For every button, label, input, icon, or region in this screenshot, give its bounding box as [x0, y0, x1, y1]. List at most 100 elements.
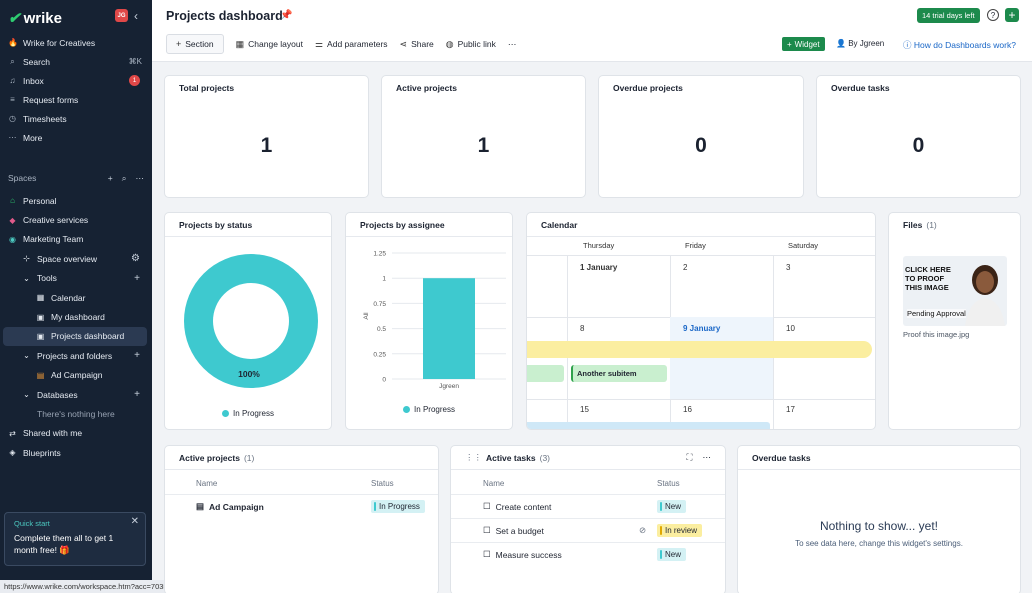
calendar-event-subitem[interactable]: Another subitem	[571, 365, 667, 382]
stat-card-active-projects[interactable]: Active projects 1	[381, 75, 586, 198]
sidebar-item-calendar[interactable]: ▦ Calendar	[0, 288, 152, 307]
active-projects-widget[interactable]: Active projects (1) Name Status ▤ Ad Cam…	[164, 445, 439, 593]
calendar-event-bar[interactable]	[527, 422, 770, 429]
add-project-icon[interactable]: +	[134, 350, 140, 362]
status-cell[interactable]: New	[657, 500, 687, 513]
calendar-date[interactable]: 15	[580, 405, 589, 414]
task-name-cell[interactable]: ☐ Set a budget	[483, 525, 544, 536]
table-row[interactable]: ☐ Set a budget ⊘ In review	[451, 518, 725, 542]
calendar-event-bar[interactable]	[527, 341, 872, 358]
sidebar-item-marketing-team[interactable]: ◉ Marketing Team	[0, 230, 152, 249]
more-options-icon[interactable]: ⋯	[507, 38, 517, 49]
legend-label: In Progress	[414, 405, 455, 414]
file-thumbnail[interactable]: CLICK HERE TO PROOF THIS IMAGE Pending A…	[903, 256, 1007, 326]
calendar-widget[interactable]: Calendar Thursday Friday Saturday 1 Janu…	[526, 212, 876, 430]
column-header-status[interactable]: Status	[657, 479, 680, 488]
table-row[interactable]: ☐ Measure success New	[451, 542, 725, 566]
status-cell[interactable]: In Progress	[371, 500, 425, 513]
create-new-button[interactable]: +	[1005, 8, 1019, 22]
owner-label[interactable]: 👤 By Jgreen	[836, 39, 884, 48]
pin-icon[interactable]: 📌	[280, 10, 293, 21]
sidebar-item-personal[interactable]: ⌂ Personal	[0, 191, 152, 210]
card-title: Projects by assignee	[360, 219, 445, 230]
column-header-name[interactable]: Name	[483, 479, 505, 488]
add-tool-icon[interactable]: +	[134, 272, 140, 284]
projects-by-assignee-widget[interactable]: Projects by assignee 1.25 1 0.75 0.5 0.25 0 Al…	[345, 212, 513, 430]
sidebar-item-ad-campaign[interactable]: ▤ Ad Campaign	[0, 366, 152, 385]
overdue-tasks-widget[interactable]: Overdue tasks Nothing to show... yet! To…	[737, 445, 1021, 593]
calendar-date[interactable]: 17	[786, 405, 795, 414]
search-spaces-icon[interactable]: ⌕	[121, 172, 127, 183]
trial-badge[interactable]: 14 trial days left	[917, 8, 980, 23]
sidebar-item-request-forms[interactable]: ≡ Request forms	[0, 90, 152, 109]
sidebar-item-more[interactable]: ⋯ More	[0, 128, 152, 147]
active-tasks-widget[interactable]: ⋮⋮ Active tasks (3) ⛶ ⋯ Name Status ☐ Cr…	[450, 445, 726, 593]
sidebar-item-space-overview[interactable]: ⊹ Space overview ⚙	[0, 249, 152, 268]
table-row[interactable]: ▤ Ad Campaign In Progress	[165, 494, 438, 518]
calendar-date[interactable]: 1 January	[580, 263, 618, 272]
avatar[interactable]: JG	[115, 9, 128, 22]
calendar-date[interactable]: 8	[580, 324, 585, 333]
sidebar-item-creative-services[interactable]: ◆ Creative services	[0, 210, 152, 229]
sidebar-item-timesheets[interactable]: ◷ Timesheets	[0, 109, 152, 128]
stat-card-overdue-projects[interactable]: Overdue projects 0	[598, 75, 804, 198]
fullscreen-icon[interactable]: ⛶	[686, 452, 693, 462]
status-cell[interactable]: New	[657, 548, 687, 561]
calendar-event-bar[interactable]	[527, 365, 564, 382]
drag-handle-icon[interactable]: ⋮⋮	[465, 452, 482, 462]
sidebar-item-projects-dashboard[interactable]: ▣ Projects dashboard	[3, 326, 147, 347]
space-settings-icon[interactable]: ⚙	[131, 253, 140, 265]
sidebar-item-tools[interactable]: ⌄ Tools +	[0, 269, 152, 288]
assignee-bar-chart: 1.25 1 0.75 0.5 0.25 0 All Jgreen	[363, 251, 506, 390]
projects-by-status-widget[interactable]: Projects by status 100% In Progress	[164, 212, 332, 430]
wrike-logo[interactable]: ✔ wrike	[8, 9, 62, 28]
status-badge[interactable]: New	[657, 548, 687, 561]
sidebar-item-databases[interactable]: ⌄ Databases +	[0, 385, 152, 404]
sidebar-item-wrike-for-creatives[interactable]: 🔥 Wrike for Creatives	[0, 33, 152, 52]
change-layout-button[interactable]: ▦ Change layout	[236, 34, 303, 54]
task-name-cell[interactable]: ☐ Create content	[483, 501, 551, 512]
calendar-date[interactable]: 10	[786, 324, 795, 333]
public-link-button[interactable]: ◍ Public link	[446, 34, 496, 54]
file-name[interactable]: Proof this image.jpg	[903, 330, 970, 339]
status-badge[interactable]: In review	[657, 524, 703, 537]
widget-more-icon[interactable]: ⋯	[702, 452, 712, 462]
sidebar-item-inbox[interactable]: ♫ Inbox 1	[0, 71, 152, 90]
help-icon[interactable]: ?	[987, 9, 999, 21]
add-section-button[interactable]: + Section	[166, 34, 224, 54]
sidebar-item-projects-and-folders[interactable]: ⌄ Projects and folders +	[0, 346, 152, 365]
task-name-cell[interactable]: ☐ Measure success	[483, 549, 562, 560]
add-database-icon[interactable]: +	[134, 389, 140, 401]
bar-jgreen[interactable]	[423, 278, 475, 379]
add-parameters-button[interactable]: ⚌ Add parameters	[315, 34, 388, 54]
add-space-icon[interactable]: +	[107, 172, 113, 183]
status-cell[interactable]: In review	[657, 524, 703, 537]
calendar-date[interactable]: 2	[683, 263, 688, 272]
status-badge[interactable]: In Progress	[371, 500, 425, 513]
column-header-name[interactable]: Name	[196, 479, 218, 488]
close-icon[interactable]: ✕	[130, 516, 139, 527]
sidebar-item-blueprints[interactable]: ◈ Blueprints	[0, 443, 152, 462]
status-badge[interactable]: New	[657, 500, 687, 513]
table-row[interactable]: ☐ Create content New	[451, 494, 725, 518]
quick-start-card[interactable]: Quick start Complete them all to get 1 m…	[4, 512, 146, 566]
share-button[interactable]: ⋖ Share	[400, 34, 434, 54]
stat-card-overdue-tasks[interactable]: Overdue tasks 0	[816, 75, 1021, 198]
project-name-cell[interactable]: ▤ Ad Campaign	[196, 501, 264, 512]
column-header-status[interactable]: Status	[371, 479, 394, 488]
attachment-icon[interactable]: ⊘	[639, 525, 647, 535]
sidebar-item-search[interactable]: ⌕ Search ⌘K	[0, 52, 152, 71]
spaces-more-icon[interactable]: ⋯	[135, 172, 145, 183]
pending-approval-tag: Pending Approval	[907, 309, 966, 318]
add-widget-button[interactable]: + Widget	[782, 37, 825, 51]
how-dashboards-work-link[interactable]: ⓘ How do Dashboards work?	[903, 39, 1016, 51]
sidebar-item-shared-with-me[interactable]: ⇄ Shared with me	[0, 424, 152, 443]
files-widget[interactable]: Files (1) CLICK HERE TO PROOF THIS IMAGE…	[888, 212, 1021, 430]
sidebar: ✔ wrike JG ‹ 🔥 Wrike for Creatives ⌕ Sea…	[0, 0, 152, 593]
calendar-date[interactable]: 3	[786, 263, 791, 272]
collapse-sidebar-icon[interactable]: ‹	[134, 9, 138, 23]
sidebar-item-my-dashboard[interactable]: ▣ My dashboard	[0, 307, 152, 326]
calendar-date-today[interactable]: 9 January	[683, 324, 721, 333]
stat-card-total-projects[interactable]: Total projects 1	[164, 75, 369, 198]
calendar-date[interactable]: 16	[683, 405, 692, 414]
